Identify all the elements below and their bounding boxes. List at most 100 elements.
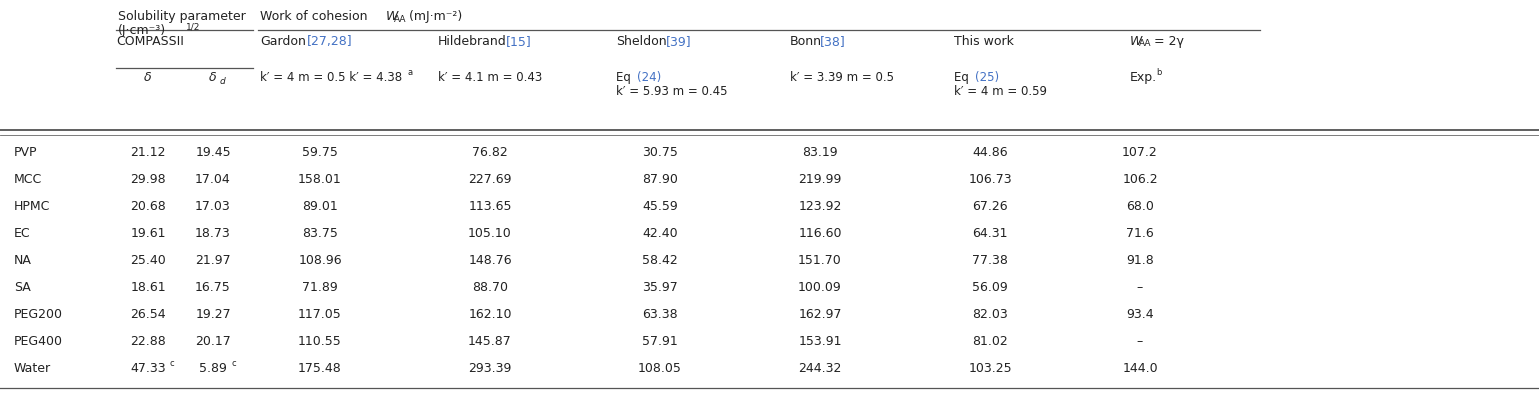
Text: a: a <box>408 68 412 77</box>
Text: 17.04: 17.04 <box>195 173 231 186</box>
Text: 83.19: 83.19 <box>802 146 837 159</box>
Text: Work of cohesion: Work of cohesion <box>260 10 371 23</box>
Text: 158.01: 158.01 <box>299 173 342 186</box>
Text: 293.39: 293.39 <box>468 362 511 375</box>
Text: 105.10: 105.10 <box>468 227 512 240</box>
Text: 30.75: 30.75 <box>642 146 679 159</box>
Text: 93.4: 93.4 <box>1127 308 1154 321</box>
Text: [39]: [39] <box>666 35 691 48</box>
Text: 18.73: 18.73 <box>195 227 231 240</box>
Text: PEG400: PEG400 <box>14 335 63 348</box>
Text: 17.03: 17.03 <box>195 200 231 213</box>
Text: c: c <box>231 359 235 368</box>
Text: –: – <box>1137 281 1143 294</box>
Text: PVP: PVP <box>14 146 37 159</box>
Text: AA: AA <box>1139 39 1151 48</box>
Text: 175.48: 175.48 <box>299 362 342 375</box>
Text: 145.87: 145.87 <box>468 335 512 348</box>
Text: 144.0: 144.0 <box>1122 362 1157 375</box>
Text: 19.45: 19.45 <box>195 146 231 159</box>
Text: δ: δ <box>209 71 217 84</box>
Text: 5.89: 5.89 <box>199 362 226 375</box>
Text: 123.92: 123.92 <box>799 200 842 213</box>
Text: 20.68: 20.68 <box>131 200 166 213</box>
Text: 106.2: 106.2 <box>1122 173 1157 186</box>
Text: 42.40: 42.40 <box>642 227 677 240</box>
Text: COMPASSII: COMPASSII <box>115 35 183 48</box>
Text: d: d <box>220 77 226 86</box>
Text: δ: δ <box>145 71 152 84</box>
Text: 82.03: 82.03 <box>973 308 1008 321</box>
Text: k′ = 3.39 m = 0.5: k′ = 3.39 m = 0.5 <box>790 71 894 84</box>
Text: 117.05: 117.05 <box>299 308 342 321</box>
Text: 110.55: 110.55 <box>299 335 342 348</box>
Text: 151.70: 151.70 <box>799 254 842 267</box>
Text: 67.26: 67.26 <box>973 200 1008 213</box>
Text: 47.33: 47.33 <box>131 362 166 375</box>
Text: 25.40: 25.40 <box>131 254 166 267</box>
Text: 19.61: 19.61 <box>131 227 166 240</box>
Text: 16.75: 16.75 <box>195 281 231 294</box>
Text: 63.38: 63.38 <box>642 308 677 321</box>
Text: [38]: [38] <box>820 35 846 48</box>
Text: W: W <box>386 10 399 23</box>
Text: [15]: [15] <box>506 35 532 48</box>
Text: –: – <box>1137 335 1143 348</box>
Text: 21.12: 21.12 <box>131 146 166 159</box>
Text: 219.99: 219.99 <box>799 173 842 186</box>
Text: 108.96: 108.96 <box>299 254 342 267</box>
Text: = 2γ: = 2γ <box>1150 35 1183 48</box>
Text: 162.10: 162.10 <box>468 308 512 321</box>
Text: Sheldon: Sheldon <box>616 35 666 48</box>
Text: c: c <box>169 359 174 368</box>
Text: 56.09: 56.09 <box>973 281 1008 294</box>
Text: HPMC: HPMC <box>14 200 51 213</box>
Text: 244.32: 244.32 <box>799 362 842 375</box>
Text: 71.6: 71.6 <box>1127 227 1154 240</box>
Text: 88.70: 88.70 <box>472 281 508 294</box>
Text: 57.91: 57.91 <box>642 335 677 348</box>
Text: (24): (24) <box>637 71 662 84</box>
Text: k′ = 4 m = 0.5 k′ = 4.38: k′ = 4 m = 0.5 k′ = 4.38 <box>260 71 402 84</box>
Text: 107.2: 107.2 <box>1122 146 1157 159</box>
Text: Eq: Eq <box>616 71 634 84</box>
Text: 20.17: 20.17 <box>195 335 231 348</box>
Text: 19.27: 19.27 <box>195 308 231 321</box>
Text: 29.98: 29.98 <box>131 173 166 186</box>
Text: 91.8: 91.8 <box>1127 254 1154 267</box>
Text: (25): (25) <box>976 71 999 84</box>
Text: 64.31: 64.31 <box>973 227 1008 240</box>
Text: 81.02: 81.02 <box>973 335 1008 348</box>
Text: Solubility parameter: Solubility parameter <box>119 10 246 23</box>
Text: Exp.: Exp. <box>1130 71 1157 84</box>
Text: k′ = 4 m = 0.59: k′ = 4 m = 0.59 <box>954 85 1047 98</box>
Text: 77.38: 77.38 <box>973 254 1008 267</box>
Text: k′ = 4.1 m = 0.43: k′ = 4.1 m = 0.43 <box>439 71 542 84</box>
Text: EC: EC <box>14 227 31 240</box>
Text: [27,28]: [27,28] <box>306 35 352 48</box>
Text: Water: Water <box>14 362 51 375</box>
Text: NA: NA <box>14 254 32 267</box>
Text: PEG200: PEG200 <box>14 308 63 321</box>
Text: Bonn: Bonn <box>790 35 822 48</box>
Text: 22.88: 22.88 <box>131 335 166 348</box>
Text: 58.42: 58.42 <box>642 254 677 267</box>
Text: 87.90: 87.90 <box>642 173 679 186</box>
Text: 18.61: 18.61 <box>131 281 166 294</box>
Text: 76.82: 76.82 <box>472 146 508 159</box>
Text: 162.97: 162.97 <box>799 308 842 321</box>
Text: 45.59: 45.59 <box>642 200 677 213</box>
Text: 113.65: 113.65 <box>468 200 512 213</box>
Text: This work: This work <box>954 35 1014 48</box>
Text: 89.01: 89.01 <box>302 200 339 213</box>
Text: 116.60: 116.60 <box>799 227 842 240</box>
Text: Eq: Eq <box>954 71 973 84</box>
Text: 71.89: 71.89 <box>302 281 339 294</box>
Text: 35.97: 35.97 <box>642 281 677 294</box>
Text: 227.69: 227.69 <box>468 173 512 186</box>
Text: 103.25: 103.25 <box>968 362 1011 375</box>
Text: MCC: MCC <box>14 173 42 186</box>
Text: Hildebrand: Hildebrand <box>439 35 506 48</box>
Text: 21.97: 21.97 <box>195 254 231 267</box>
Text: SA: SA <box>14 281 31 294</box>
